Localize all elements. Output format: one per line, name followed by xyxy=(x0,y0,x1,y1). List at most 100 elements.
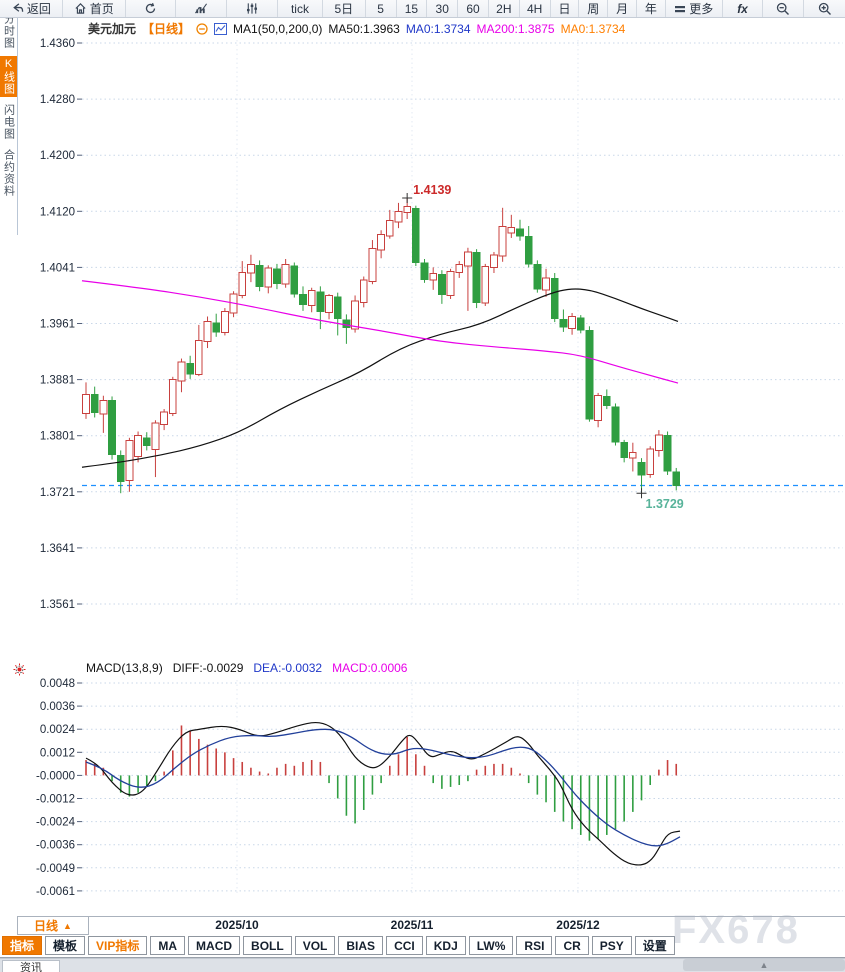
period-month-button[interactable]: 月 xyxy=(608,0,637,17)
macd-axis-label: 0.0036 xyxy=(40,701,75,713)
macd-axis-label: -0.0049 xyxy=(36,863,75,875)
tick-period-button[interactable]: tick xyxy=(278,0,323,17)
macd-axis-label: 0.0048 xyxy=(40,678,75,690)
zoom-out-button[interactable] xyxy=(763,0,805,17)
bottom-strip xyxy=(0,958,845,972)
zoom-out-icon xyxy=(777,2,790,15)
indicator-settings-icon[interactable] xyxy=(13,663,26,681)
period-day-button[interactable]: 日 xyxy=(551,0,580,17)
indicator-tab-PSY[interactable]: PSY xyxy=(591,936,632,955)
period-5day-label: 5日 xyxy=(334,1,354,16)
candle-up xyxy=(403,205,412,214)
more-label: 更多 xyxy=(689,1,714,16)
candle-down xyxy=(411,207,420,263)
indicator-tab-BIAS[interactable]: BIAS xyxy=(338,936,384,955)
period-4h-button[interactable]: 4H xyxy=(520,0,551,17)
tab-news[interactable]: 资讯 xyxy=(2,960,60,972)
sidebar-item-lightning-chart[interactable]: 闪电图 xyxy=(0,102,17,142)
macd-diff-value: DIFF:-0.0029 xyxy=(172,661,244,675)
period-selector-box[interactable]: 日线 ▲ xyxy=(17,916,89,935)
candle-up xyxy=(238,271,247,296)
candle-up xyxy=(99,400,108,415)
sidebar-item-time-chart[interactable]: 分时图 xyxy=(0,11,17,51)
triangle-up-icon: ▲ xyxy=(759,959,769,970)
candle-up xyxy=(307,290,316,306)
macd-title: MACD(13,8,9) xyxy=(86,661,163,675)
more-button[interactable]: 更多 xyxy=(666,0,723,17)
indicator-tab-LW%[interactable]: LW% xyxy=(468,936,514,955)
x-axis-line xyxy=(17,916,845,917)
candle-up xyxy=(385,219,394,237)
macd-axis-label: 0.0012 xyxy=(40,747,75,759)
macd-axis-label: -0.0024 xyxy=(36,817,76,829)
candle-up xyxy=(351,300,359,330)
indicator-tab-CCI[interactable]: CCI xyxy=(386,936,423,955)
fx-label: fx xyxy=(737,1,748,16)
candle-down xyxy=(186,362,195,375)
period-15m-button[interactable]: 15 xyxy=(397,0,428,17)
macd-header: MACD(13,8,9) DIFF:-0.0029 DEA:-0.0032 MA… xyxy=(86,661,407,675)
candle-down xyxy=(437,273,446,296)
indicator-tab-VOL[interactable]: VOL xyxy=(294,936,336,955)
candle-down xyxy=(299,294,307,306)
price-axis-label: 1.3881 xyxy=(40,375,75,387)
tick-label: tick xyxy=(290,1,309,16)
candle-down xyxy=(342,319,351,329)
indicator-tab-设置[interactable]: 设置 xyxy=(634,936,675,955)
period-5m-button[interactable]: 5 xyxy=(366,0,397,17)
indicator-tab-指标[interactable]: 指标 xyxy=(2,936,43,955)
candle-up xyxy=(377,233,386,251)
period-5day-button[interactable]: 5日 xyxy=(323,0,366,17)
indicator-tab-CR[interactable]: CR xyxy=(555,936,589,955)
low-cross-marker xyxy=(636,488,647,499)
indicator-tab-模板[interactable]: 模板 xyxy=(45,936,86,955)
candle-up xyxy=(177,361,186,382)
chart-type-button[interactable] xyxy=(176,0,228,17)
period-60m-button[interactable]: 60 xyxy=(458,0,489,17)
candle-down xyxy=(316,291,325,313)
candle-down xyxy=(576,317,585,331)
indicator-tab-RSI[interactable]: RSI xyxy=(516,936,553,955)
indicator-tab-VIP指标[interactable]: VIP指标 xyxy=(88,936,148,955)
mini-line-chart-icon[interactable] xyxy=(214,22,228,35)
sliders-button[interactable] xyxy=(227,0,279,17)
high-price-label: 1.4139 xyxy=(413,183,451,197)
collapse-circle-icon[interactable] xyxy=(196,22,208,35)
period-year-button[interactable]: 年 xyxy=(637,0,666,17)
candle-up xyxy=(325,294,333,313)
sidebar-item-contract-info[interactable]: 合约资料 xyxy=(0,147,17,199)
fx-indicator-button[interactable]: fx xyxy=(723,0,764,17)
chevron-up-icon: ▲ xyxy=(63,920,72,931)
sidebar-item-kline-chart[interactable]: K线图 xyxy=(0,56,17,97)
ma200-value: MA200:1.3875 xyxy=(476,21,555,36)
period-box-label: 日线 xyxy=(34,919,59,933)
period-week-button[interactable]: 周 xyxy=(579,0,609,17)
zoom-in-icon xyxy=(818,2,831,15)
indicator-tab-BOLL[interactable]: BOLL xyxy=(243,936,292,955)
period-30m-button[interactable]: 30 xyxy=(427,0,459,17)
watermark: FX678 xyxy=(672,908,800,952)
price-chart-canvas[interactable]: 1.4360 1.4280 1.4200 1.4120 1.4041 1.3961 1.38… xyxy=(0,38,845,650)
back-button[interactable]: 返回 xyxy=(0,0,63,17)
candle-up xyxy=(481,266,490,304)
refresh-button[interactable] xyxy=(126,0,177,17)
candle-up xyxy=(498,226,507,257)
price-axis-label: 1.3961 xyxy=(40,319,75,331)
indicator-tab-MA[interactable]: MA xyxy=(150,936,186,955)
period-2h-button[interactable]: 2H xyxy=(489,0,520,17)
home-button[interactable]: 首页 xyxy=(63,0,126,17)
candle-up xyxy=(220,311,229,334)
ma0-value-blue: MA0:1.3734 xyxy=(405,21,471,36)
zoom-in-button[interactable] xyxy=(804,0,845,17)
candle-down xyxy=(620,442,629,458)
macd-dea-line xyxy=(85,728,681,847)
candle-up xyxy=(160,411,169,425)
indicator-tab-KDJ[interactable]: KDJ xyxy=(425,936,466,955)
candle-up xyxy=(194,339,203,376)
ma0-value-orange: MA0:1.3734 xyxy=(560,21,626,36)
macd-chart-canvas[interactable]: 0.0048 0.0036 0.0024 0.0012 -0.0000 -0.0012 -0… xyxy=(0,678,845,916)
candle-up xyxy=(82,393,90,414)
indicator-tab-MACD[interactable]: MACD xyxy=(188,936,241,955)
panel-scroll-control[interactable]: ▲ xyxy=(683,959,845,971)
home-icon xyxy=(75,3,86,14)
